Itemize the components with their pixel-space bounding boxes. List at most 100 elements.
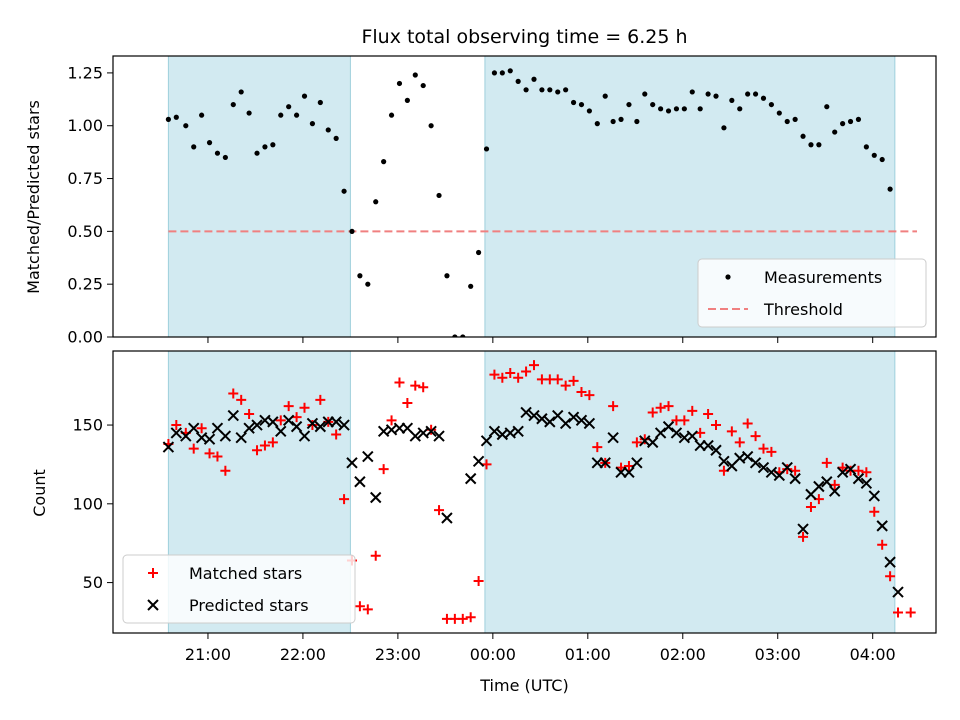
matched-star-point: [861, 467, 872, 478]
measurement-point: [887, 186, 893, 192]
matched-star-point: [188, 443, 199, 454]
matched-star-point: [505, 368, 516, 379]
measurement-point: [214, 150, 221, 156]
predicted-star-point: [749, 457, 762, 469]
predicted-star-point: [346, 457, 358, 469]
predicted-star-point: [370, 491, 382, 504]
measurement-point: [665, 108, 672, 114]
data-points: [162, 360, 916, 624]
predicted-star-point: [536, 413, 548, 425]
x-tick-label: 02:00: [660, 645, 706, 664]
legend-box: [122, 554, 356, 624]
predicted-star-point: [275, 425, 287, 438]
measurement-point: [246, 110, 252, 116]
measurement-point: [293, 112, 300, 118]
measurement-point: [681, 106, 687, 112]
measurement-point: [879, 156, 885, 163]
measurement-point: [499, 70, 505, 76]
predicted-star-point: [868, 490, 880, 502]
predicted-star-point: [441, 512, 453, 524]
matched-star-point: [171, 420, 182, 431]
measurement-point: [333, 135, 339, 141]
measurement-point: [373, 199, 379, 205]
matched-star-point: [220, 465, 231, 476]
measurement-point: [357, 273, 363, 279]
predicted-star-point: [267, 416, 279, 428]
matched-star-point: [639, 434, 650, 445]
predicted-star-point: [813, 480, 825, 493]
predicted-star-point: [860, 477, 873, 490]
predicted-star-point: [203, 433, 216, 445]
predicted-star-point: [710, 444, 722, 456]
measurement-point: [673, 106, 680, 112]
measurement-point: [436, 192, 442, 199]
predicted-star-point: [251, 419, 263, 431]
matched-star-point: [252, 445, 263, 456]
matched-star-point: [679, 415, 690, 426]
matched-star-point: [307, 420, 318, 431]
measurement-point: [468, 283, 474, 289]
matched-star-point: [457, 613, 468, 624]
predicted-star-point: [528, 409, 540, 422]
matched-star-point: [402, 397, 413, 408]
matched-star-point: [204, 448, 215, 459]
predicted-star-point: [354, 476, 366, 488]
measurement-point: [404, 97, 410, 103]
matched-star-point: [703, 409, 714, 420]
y-tick-label: 0.50: [67, 222, 103, 241]
matched-star-point: [758, 443, 769, 454]
matched-star-point: [275, 415, 286, 426]
measurement-point: [206, 140, 213, 146]
predicted-star-point: [607, 431, 619, 444]
predicted-star-point: [298, 430, 311, 442]
x-tick-label: 00:00: [470, 645, 516, 664]
legend-measurement-swatch: [725, 274, 731, 280]
matched-star-point: [528, 360, 539, 371]
measurement-point: [760, 95, 767, 101]
predicted-star-point: [876, 520, 888, 532]
measurement-point: [491, 70, 498, 76]
measurement-point: [452, 334, 458, 337]
matched-star-point: [631, 437, 642, 448]
measurement-point: [309, 121, 316, 127]
top-y-axis-label: Matched/Predicted stars: [24, 100, 43, 294]
x-tick-label: 23:00: [375, 645, 421, 664]
matched-star-point: [283, 401, 294, 412]
matched-star-point: [339, 494, 350, 505]
matched-star-point: [853, 465, 864, 476]
matched-star-point: [905, 607, 916, 618]
matched-star-point: [576, 386, 587, 397]
matched-star-point: [394, 377, 405, 388]
predicted-star-point: [544, 416, 556, 428]
matched-star-point: [750, 431, 761, 442]
legend-label: Measurements: [764, 268, 882, 287]
measurement-point: [199, 112, 205, 118]
matched-star-point: [742, 418, 753, 429]
measurement-point: [713, 93, 719, 99]
measurement-point: [341, 188, 347, 194]
measurement-point: [555, 89, 561, 95]
predicted-star-point: [472, 455, 485, 467]
predicted-star-point: [170, 427, 183, 439]
predicted-star-point: [781, 461, 793, 474]
matched-star-point: [647, 407, 658, 418]
predicted-star-point: [480, 435, 493, 447]
predicted-star-point: [567, 411, 580, 423]
measurement-point: [602, 93, 608, 99]
predicted-star-point: [654, 427, 667, 439]
bottom-y-axis-label: Count: [30, 469, 49, 517]
legend-matched-swatch: [148, 568, 158, 578]
predicted-star-point: [797, 523, 809, 535]
y-tick-label: 1.25: [67, 63, 103, 82]
measurement-point: [776, 110, 782, 116]
measurement-point: [832, 129, 838, 135]
predicted-star-point: [741, 450, 754, 463]
matched-star-point: [877, 539, 888, 550]
x-axis-label: Time (UTC): [479, 676, 568, 695]
matched-star-point: [663, 401, 674, 412]
matched-star-point: [331, 429, 342, 440]
matched-star-point: [481, 459, 492, 470]
matched-star-point: [465, 612, 476, 623]
predicted-star-point: [702, 439, 714, 452]
matched-star-point: [885, 571, 896, 582]
